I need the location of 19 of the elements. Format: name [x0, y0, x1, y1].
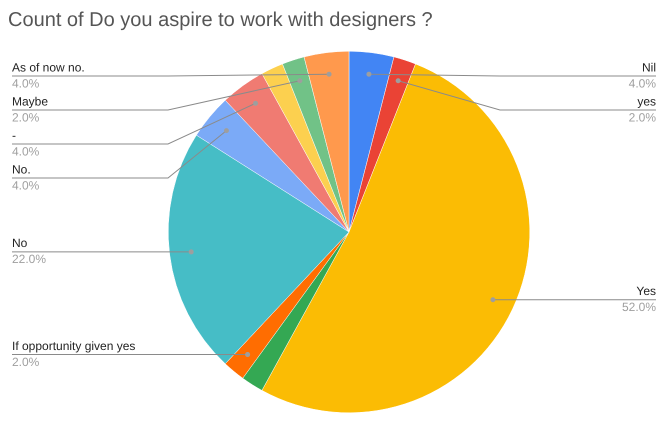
data-label: 4.0% — [12, 178, 40, 192]
slice-label: As of now no. — [12, 60, 85, 74]
slice-label: No — [12, 236, 28, 250]
data-label: 4.0% — [12, 76, 40, 90]
data-label: 4.0% — [12, 144, 40, 158]
data-label: 52.0% — [622, 300, 656, 314]
data-label: 4.0% — [628, 76, 656, 90]
chart-title: Count of Do you aspire to work with designers ? — [8, 8, 434, 33]
slice-label: - — [12, 128, 16, 142]
slice-label: yes — [637, 94, 656, 108]
data-label: 2.0% — [12, 354, 40, 369]
slice-label: Yes — [636, 284, 656, 298]
data-label: 2.0% — [12, 110, 40, 124]
slice-label: If opportunity given yes — [12, 338, 136, 353]
slice-label: Maybe — [12, 94, 48, 108]
data-label: 22.0% — [12, 252, 46, 266]
data-label: 2.0% — [628, 110, 656, 124]
slice-label: Nil — [642, 60, 656, 74]
slice-label: No. — [12, 162, 31, 176]
